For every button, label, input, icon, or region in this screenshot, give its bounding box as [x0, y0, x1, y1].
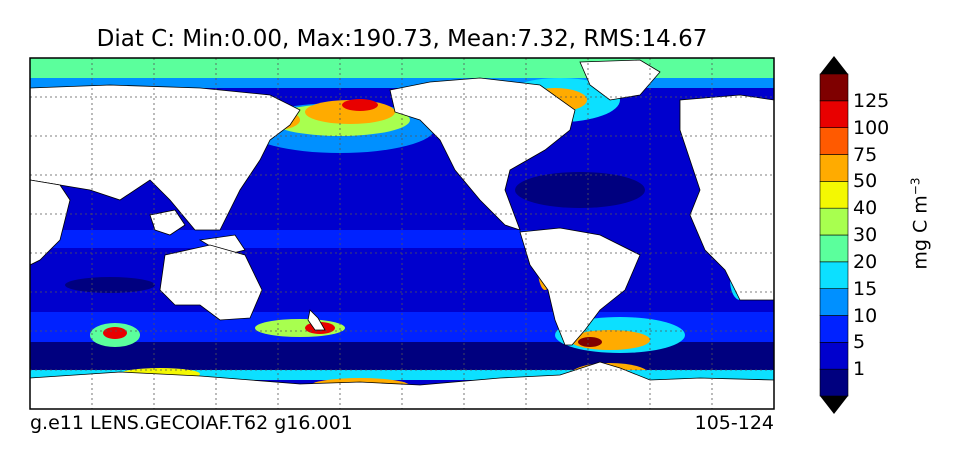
- colorbar-units: mg C m−3: [908, 178, 932, 270]
- colorbar-tick-label: 50: [853, 170, 878, 193]
- colorbar-tick-label: 10: [853, 304, 878, 327]
- europe-africa: [679, 94, 774, 301]
- colorbar-tick-label: 30: [853, 224, 878, 246]
- colorbar-tick-label: 100: [853, 116, 890, 139]
- colorbar-swatch: [819, 127, 849, 155]
- kerguelen-bloom-core: [103, 327, 127, 339]
- sargasso-low: [515, 172, 645, 208]
- colorbar-swatch: [819, 100, 849, 128]
- greenland: [579, 59, 661, 101]
- colorbar-max-extension: [820, 56, 848, 74]
- map-frame: [29, 57, 775, 410]
- asia: [30, 84, 301, 231]
- africa-east: [30, 179, 71, 266]
- colorbar-swatch: [819, 315, 849, 343]
- colorbar-tick-label: 20: [853, 250, 878, 273]
- indian-ocean-low: [65, 277, 155, 293]
- colorbar-swatch: [819, 181, 849, 209]
- colorbar: [819, 56, 849, 414]
- colorbar-tick-label: 75: [853, 143, 878, 166]
- colorbar-swatch: [819, 73, 849, 102]
- colorbar-swatch: [819, 342, 849, 370]
- north-pacific-bloom-core: [342, 99, 378, 111]
- colorbar-swatch: [819, 154, 849, 182]
- colorbar-tick-label: 1: [853, 358, 866, 381]
- colorbar-tick-label: 125: [853, 89, 890, 112]
- colorbar-swatch: [819, 288, 849, 316]
- new-zealand: [307, 309, 326, 331]
- footer-years: 105-124: [694, 412, 774, 434]
- map-title: Diat C: Min:0.00, Max:190.73, Mean:7.32,…: [96, 26, 708, 52]
- footer-case-name: g.e11 LENS.GECOIAF.T62 g16.001: [30, 412, 353, 434]
- borneo: [149, 209, 186, 236]
- equatorial-band: [30, 230, 550, 248]
- australia: [159, 244, 263, 321]
- ocean-field: [30, 58, 774, 409]
- north-america: [389, 77, 576, 231]
- colorbar-tick-label: 40: [853, 197, 878, 220]
- colorbar-swatch: [819, 261, 849, 289]
- colorbar-swatch: [819, 368, 849, 397]
- units-exponent: −3: [908, 177, 923, 196]
- colorbar-min-extension: [820, 396, 848, 414]
- colorbar-swatch: [819, 234, 849, 263]
- patagonia-bloom-core: [578, 337, 602, 347]
- south-america: [519, 227, 641, 346]
- graticule: [30, 58, 774, 409]
- units-base: mg C m: [909, 195, 932, 270]
- colorbar-tick-label: 15: [853, 277, 878, 300]
- colorbar-tick-label: 5: [853, 331, 866, 354]
- colorbar-swatch: [819, 207, 849, 236]
